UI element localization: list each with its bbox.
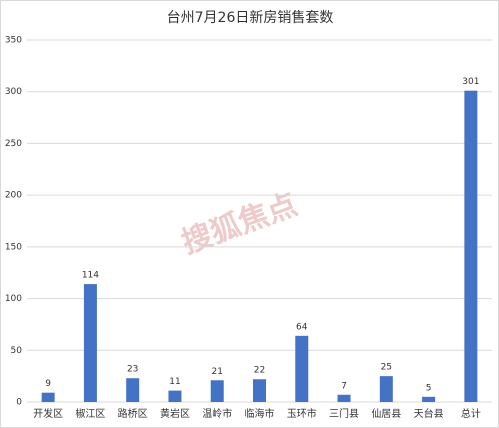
- bar: [337, 394, 351, 402]
- bar: [464, 90, 478, 403]
- y-tick-label: 100: [5, 294, 22, 304]
- y-tick-label: 150: [5, 242, 22, 252]
- bar: [41, 392, 55, 402]
- bar: [83, 284, 97, 402]
- x-tick-label: 仙居县: [371, 407, 401, 420]
- y-tick-label: 250: [5, 139, 22, 149]
- value-label: 25: [381, 363, 392, 373]
- value-label: 64: [296, 322, 308, 332]
- y-tick-label: 350: [5, 36, 22, 46]
- bar: [253, 379, 266, 402]
- bar: [126, 378, 140, 402]
- value-label: 5: [426, 383, 432, 393]
- y-tick-label: 0: [16, 398, 22, 408]
- value-label: 7: [341, 381, 347, 391]
- value-label: 22: [254, 366, 265, 376]
- value-label: 301: [462, 77, 479, 87]
- bar: [379, 376, 393, 402]
- x-tick-label: 开发区: [33, 407, 63, 420]
- x-tick-label: 黄岩区: [160, 407, 190, 420]
- value-label: 11: [169, 377, 180, 387]
- bar: [210, 380, 224, 402]
- y-tick-label: 50: [11, 346, 23, 356]
- x-tick-label: 总计: [461, 407, 481, 420]
- bar: [295, 335, 309, 402]
- chart-title: 台州7月26日新房销售套数: [167, 10, 334, 26]
- value-label: 21: [212, 367, 223, 377]
- value-label: 23: [127, 365, 138, 375]
- x-tick-label: 临海市: [245, 407, 275, 420]
- value-label: 9: [45, 379, 51, 389]
- x-tick-label: 椒江区: [75, 407, 105, 420]
- x-tick-label: 三门县: [329, 407, 359, 420]
- value-label: 114: [82, 271, 99, 281]
- x-tick-label: 天台县: [414, 407, 444, 420]
- x-tick-label: 路桥区: [118, 407, 148, 420]
- y-tick-label: 200: [5, 191, 22, 201]
- bar: [422, 396, 436, 402]
- y-tick-label: 300: [5, 87, 22, 97]
- x-tick-label: 玉环市: [287, 407, 317, 420]
- x-tick-label: 温岭市: [202, 407, 232, 420]
- bar: [168, 390, 182, 402]
